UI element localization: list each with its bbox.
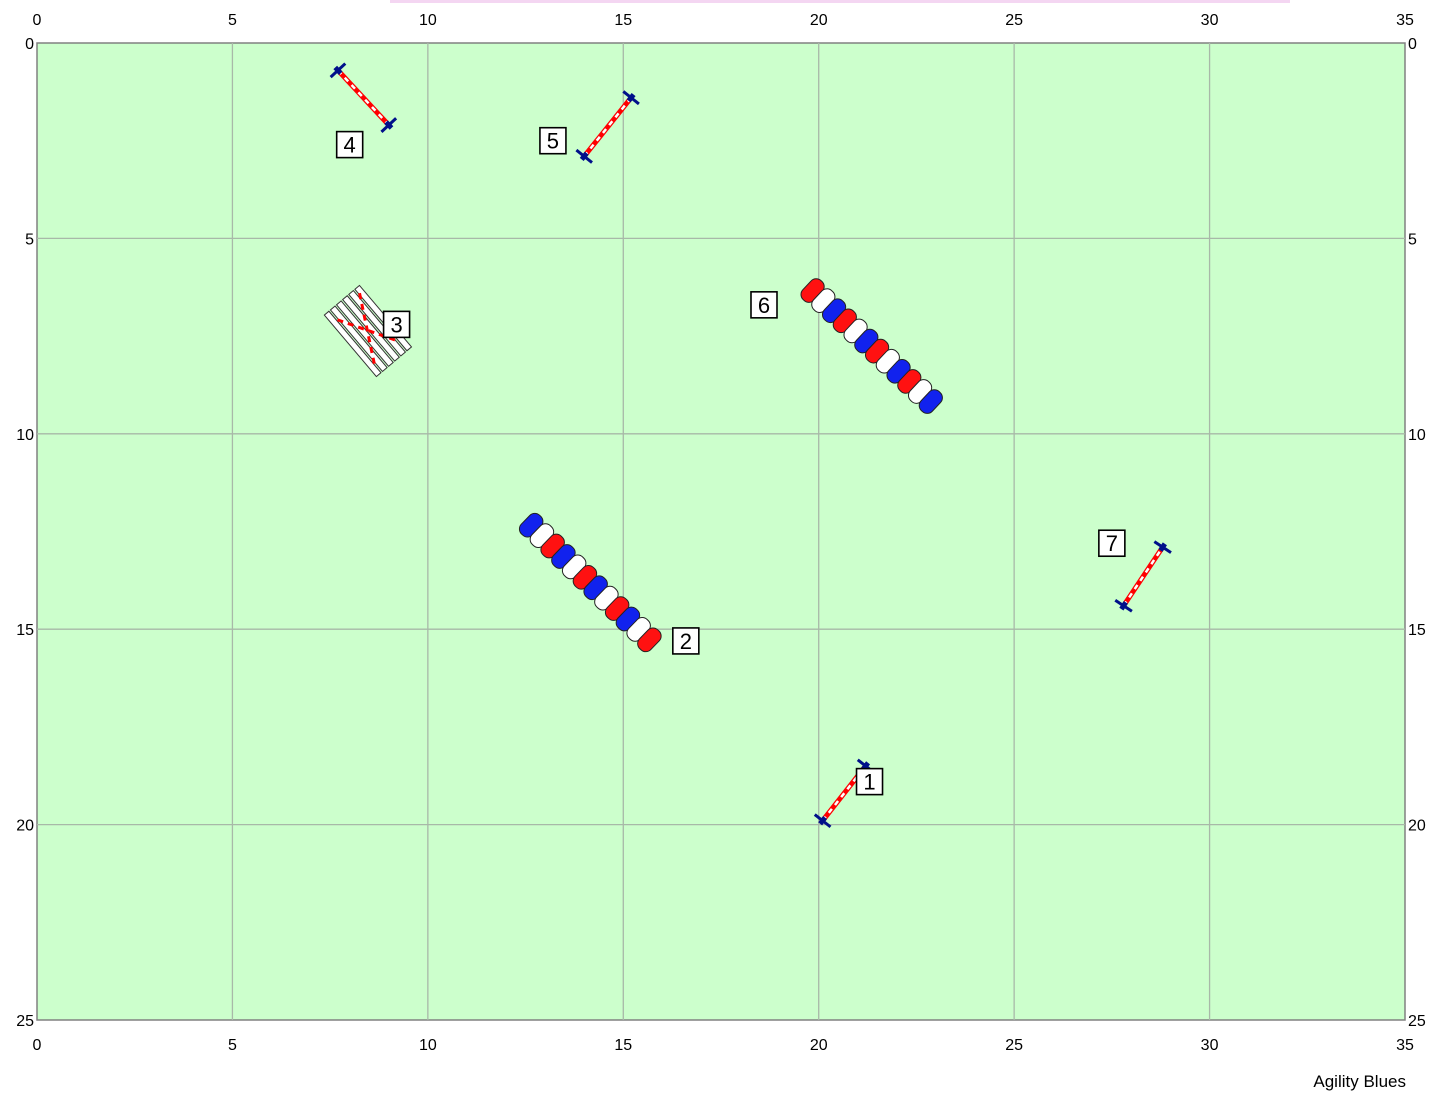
- x-tick-label-bottom: 20: [810, 1037, 828, 1054]
- obstacle-5: 5: [539, 90, 640, 164]
- x-tick-label-top: 0: [33, 12, 42, 29]
- y-tick-label-right: 10: [1408, 427, 1426, 444]
- y-tick-label-right: 5: [1408, 231, 1417, 248]
- obstacle-number-label: 5: [547, 129, 559, 154]
- tire-pen-pole: [358, 292, 377, 368]
- obstacle-number-label: 1: [863, 770, 875, 795]
- obstacle-number-box: [855, 767, 884, 796]
- jump-wing: [1153, 540, 1172, 554]
- jump-wing: [329, 62, 347, 79]
- x-tick-label-top: 25: [1005, 12, 1023, 29]
- y-tick-label-left: 25: [16, 1013, 34, 1030]
- jump-wing: [813, 813, 832, 829]
- tunnel-segment: [918, 389, 943, 414]
- x-tick-label-top: 5: [228, 12, 237, 29]
- x-tick-label-bottom: 25: [1005, 1037, 1023, 1054]
- obstacle-number-label: 2: [680, 629, 692, 654]
- obstacle-number-box: [672, 627, 700, 655]
- tire-pen-rail: [323, 310, 382, 378]
- obstacle-number-box: [750, 291, 778, 319]
- y-tick-label-right: 15: [1408, 622, 1426, 639]
- x-tick-label-bottom: 15: [614, 1037, 632, 1054]
- tire-pen-rail: [335, 300, 394, 367]
- x-tick-label-top: 15: [614, 12, 632, 29]
- jump-wing: [622, 90, 640, 106]
- obstacle-number-label: 3: [390, 312, 402, 337]
- tire-pen-rail: [329, 305, 388, 373]
- obstacle-3: 3: [323, 284, 413, 378]
- y-tick-label-right: 25: [1408, 1013, 1426, 1030]
- obstacle-number-box: [1098, 529, 1126, 558]
- obstacle-7: 7: [1098, 529, 1172, 613]
- x-tick-label-top: 10: [419, 12, 437, 29]
- jump-wing: [575, 148, 593, 164]
- obstacle-6: 6: [750, 278, 943, 414]
- grid: [37, 43, 1405, 1020]
- y-tick-label-right: 20: [1408, 818, 1426, 835]
- credit-text: Agility Blues: [1313, 1072, 1406, 1091]
- y-tick-label-left: 5: [25, 231, 34, 248]
- jump-wing: [1114, 598, 1133, 613]
- obstacle-number-label: 7: [1106, 531, 1118, 556]
- obstacle-4: 4: [329, 62, 398, 159]
- obstacle-number-label: 6: [758, 293, 770, 318]
- field-area: [36, 42, 1406, 1021]
- obstacle-number-box: [335, 130, 364, 159]
- field-background: [36, 42, 1406, 1021]
- jump-wing: [380, 117, 398, 133]
- x-tick-label-bottom: 30: [1201, 1037, 1219, 1054]
- x-tick-label-bottom: 35: [1396, 1037, 1414, 1054]
- y-tick-label-left: 0: [25, 36, 34, 53]
- obstacle-2: 2: [518, 512, 700, 655]
- jump-pole-stripes: [821, 765, 867, 822]
- tunnel-segment: [637, 627, 662, 653]
- jump-pole-stripes: [583, 96, 633, 158]
- y-tick-label-left: 20: [16, 818, 34, 835]
- x-tick-label-top: 30: [1201, 12, 1219, 29]
- top-strip: [390, 0, 1290, 3]
- x-tick-label-bottom: 5: [228, 1037, 237, 1054]
- y-tick-label-right: 0: [1408, 36, 1417, 53]
- x-tick-label-top: 35: [1396, 12, 1414, 29]
- obstacle-number-label: 4: [344, 133, 356, 158]
- tunnel-body: [518, 512, 662, 653]
- obstacle-number-box: [382, 310, 411, 339]
- jump-pole-stripes: [1122, 546, 1164, 607]
- x-tick-label-top: 20: [810, 12, 828, 29]
- x-tick-label-bottom: 10: [419, 1037, 437, 1054]
- obstacles: 1 2 3 4 5 6 7: [323, 62, 1172, 829]
- y-tick-label-left: 15: [16, 622, 34, 639]
- jump-pole-stripes: [337, 69, 390, 126]
- obstacle-1: 1: [813, 758, 884, 829]
- x-tick-label-bottom: 0: [33, 1037, 42, 1054]
- tunnel-body: [800, 278, 943, 414]
- y-tick-label-left: 10: [16, 427, 34, 444]
- obstacle-number-box: [539, 126, 567, 155]
